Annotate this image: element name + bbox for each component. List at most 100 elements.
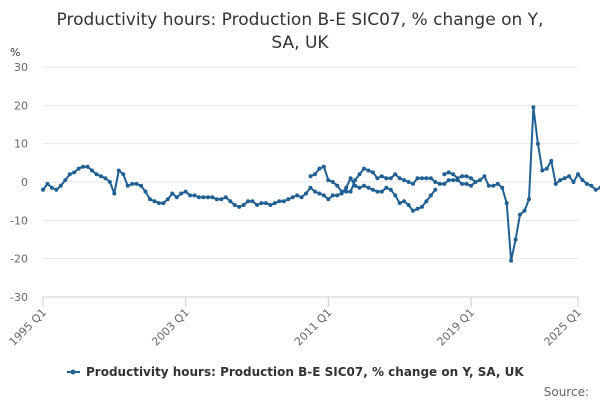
y-tick-label: 30 — [14, 61, 28, 74]
data-point — [179, 191, 184, 196]
series-line — [42, 165, 437, 212]
data-point — [54, 187, 59, 192]
data-point — [130, 181, 135, 186]
data-point — [411, 181, 415, 186]
data-point — [317, 191, 322, 196]
data-point — [500, 185, 505, 190]
data-point — [433, 187, 438, 192]
data-point — [335, 193, 340, 198]
chart-title-line-2: SA, UK — [271, 33, 329, 53]
data-point — [477, 178, 482, 183]
data-point — [433, 180, 438, 184]
x-tick-label: 2011 Q1 — [292, 306, 335, 349]
data-point — [201, 195, 206, 200]
data-point — [486, 183, 491, 188]
data-point — [214, 197, 219, 202]
x-tick-label: 2003 Q1 — [149, 306, 192, 349]
data-point — [241, 203, 246, 207]
series-line — [443, 106, 600, 262]
data-point — [469, 183, 473, 188]
data-point — [428, 176, 433, 181]
data-point — [263, 201, 268, 206]
data-point — [437, 181, 442, 186]
data-point — [388, 176, 393, 181]
data-point — [415, 176, 420, 181]
data-point — [584, 181, 589, 186]
data-point — [509, 258, 514, 263]
data-point — [469, 176, 473, 181]
data-point — [411, 208, 415, 213]
data-point — [420, 204, 424, 209]
data-point — [446, 178, 451, 183]
data-point — [148, 197, 152, 202]
data-point — [589, 183, 594, 188]
data-point — [170, 191, 175, 196]
data-point — [522, 208, 527, 213]
data-point — [223, 195, 228, 200]
data-point — [442, 181, 447, 186]
data-point — [41, 187, 45, 192]
data-point — [353, 178, 358, 183]
data-point — [446, 170, 451, 175]
data-point — [237, 204, 242, 209]
data-point — [379, 189, 384, 194]
data-point — [362, 183, 366, 188]
data-point — [94, 172, 99, 177]
x-tick-label: 2019 Q1 — [435, 306, 478, 349]
data-point — [210, 195, 215, 200]
data-point — [174, 195, 179, 200]
data-point — [197, 195, 201, 200]
data-point — [424, 176, 429, 181]
data-point — [72, 170, 77, 175]
y-tick-label: -20 — [10, 253, 28, 266]
data-point — [495, 181, 500, 186]
data-point — [76, 166, 81, 171]
data-point — [348, 176, 353, 181]
data-point — [504, 201, 509, 206]
data-point — [402, 199, 407, 204]
data-point — [473, 180, 478, 184]
data-point — [321, 193, 326, 198]
data-point — [339, 189, 344, 194]
data-point — [464, 174, 469, 179]
data-point — [513, 237, 518, 242]
data-point — [143, 189, 148, 194]
data-point — [397, 176, 402, 181]
data-point — [45, 181, 50, 186]
data-point — [348, 189, 353, 194]
legend: Productivity hours: Production B-E SIC07… — [67, 365, 524, 379]
data-point — [420, 176, 424, 181]
data-point — [313, 172, 317, 177]
data-point — [304, 191, 308, 196]
data-point — [549, 158, 554, 163]
data-point — [58, 183, 63, 188]
data-point — [424, 199, 429, 204]
data-point — [63, 178, 68, 183]
data-point — [370, 170, 375, 175]
data-point — [362, 166, 366, 171]
data-point — [482, 174, 487, 179]
data-point — [531, 105, 536, 110]
data-point — [139, 183, 144, 188]
data-point — [553, 181, 558, 186]
data-point — [567, 174, 572, 179]
data-point — [290, 195, 295, 200]
y-axis-tick-labels: 30 20 10 0 -10 -20 -30 — [10, 61, 28, 304]
data-point — [85, 164, 90, 169]
data-point — [121, 172, 126, 177]
series — [41, 105, 600, 263]
data-point — [255, 203, 259, 207]
y-tick-label: 20 — [14, 99, 28, 112]
data-point — [357, 185, 362, 190]
chart-title: Productivity hours: Production B-E SIC07… — [57, 10, 544, 53]
data-point — [544, 166, 549, 171]
data-point — [156, 201, 161, 206]
data-point — [259, 201, 264, 206]
data-point — [188, 193, 193, 198]
data-point — [451, 178, 456, 183]
data-point — [161, 201, 166, 206]
y-axis-unit-label: % — [10, 46, 20, 59]
data-point — [384, 185, 389, 190]
data-point — [406, 180, 411, 184]
